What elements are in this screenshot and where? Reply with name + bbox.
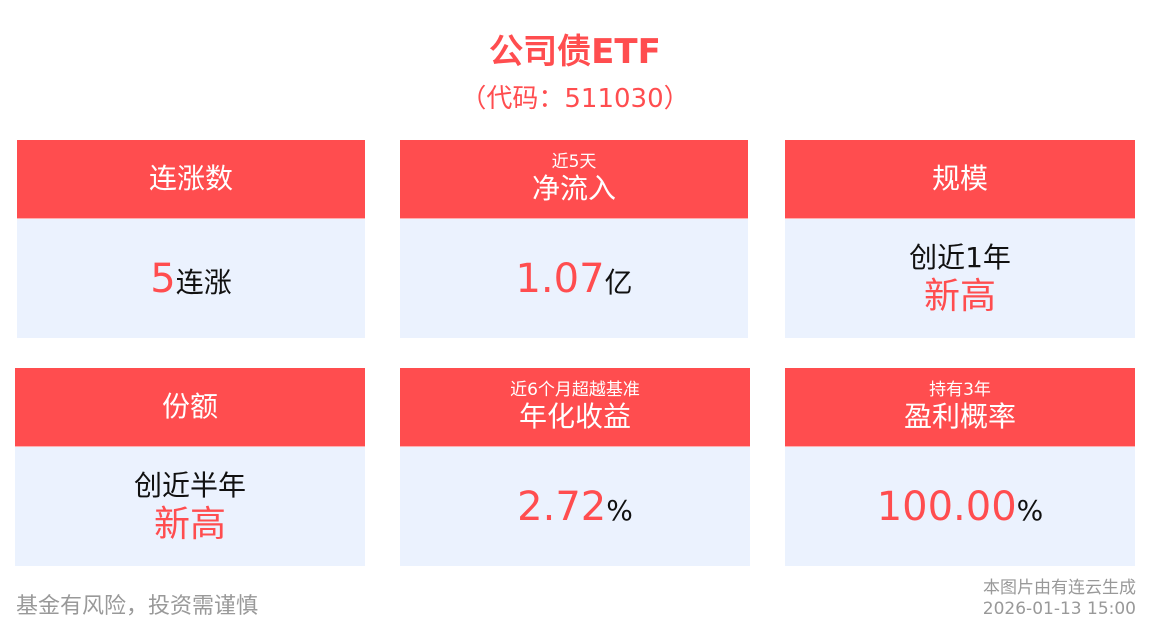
- card-unit: %: [606, 493, 633, 527]
- card-unit: 连涨: [175, 265, 232, 299]
- card-net-inflow: 近5天 净流入 1.07亿: [400, 140, 748, 338]
- card-subtitle: 近6个月超越基准: [510, 380, 640, 400]
- fund-code: （代码：511030）: [460, 84, 690, 114]
- card-title: 盈利概率: [903, 400, 1016, 433]
- card-shares: 份额 创近半年 新高: [15, 368, 365, 566]
- card-value: 5: [150, 255, 176, 302]
- card-title: 年化收益: [518, 400, 631, 433]
- card-title: 规模: [931, 162, 988, 195]
- card-profit-probability: 持有3年 盈利概率 100.00%: [785, 368, 1135, 566]
- source-text: 本图片由有连云生成: [983, 578, 1136, 598]
- card-line2: 新高: [923, 275, 996, 317]
- card-title: 份额: [161, 390, 218, 423]
- card-unit: 亿: [604, 265, 633, 299]
- card-value: 1.07: [515, 255, 605, 302]
- card-consecutive-rise: 连涨数 5连涨: [17, 140, 365, 338]
- card-annual-return: 近6个月超越基准 年化收益 2.72%: [400, 368, 750, 566]
- card-subtitle: 近5天: [551, 152, 597, 172]
- card-value: 100.00: [876, 483, 1017, 530]
- card-title: 净流入: [531, 172, 616, 205]
- card-unit: %: [1016, 493, 1044, 527]
- card-subtitle: 持有3年: [929, 380, 991, 400]
- source-note: 本图片由有连云生成 2026-01-13 15:00: [983, 578, 1136, 620]
- timestamp: 2026-01-13 15:00: [982, 599, 1136, 619]
- card-line1: 创近1年: [909, 240, 1011, 274]
- card-line2: 新高: [153, 503, 226, 545]
- card-line1: 创近半年: [133, 468, 246, 502]
- page-title: 公司债ETF: [489, 32, 661, 72]
- card-value: 2.72: [517, 483, 607, 530]
- risk-disclaimer: 基金有风险，投资需谨慎: [16, 594, 259, 619]
- card-scale: 规模 创近1年 新高: [785, 140, 1135, 338]
- card-title: 连涨数: [148, 162, 233, 195]
